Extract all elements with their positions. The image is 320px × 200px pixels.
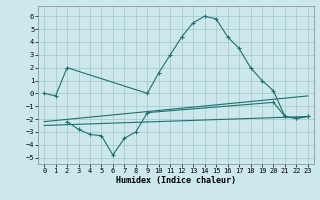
X-axis label: Humidex (Indice chaleur): Humidex (Indice chaleur): [116, 176, 236, 185]
